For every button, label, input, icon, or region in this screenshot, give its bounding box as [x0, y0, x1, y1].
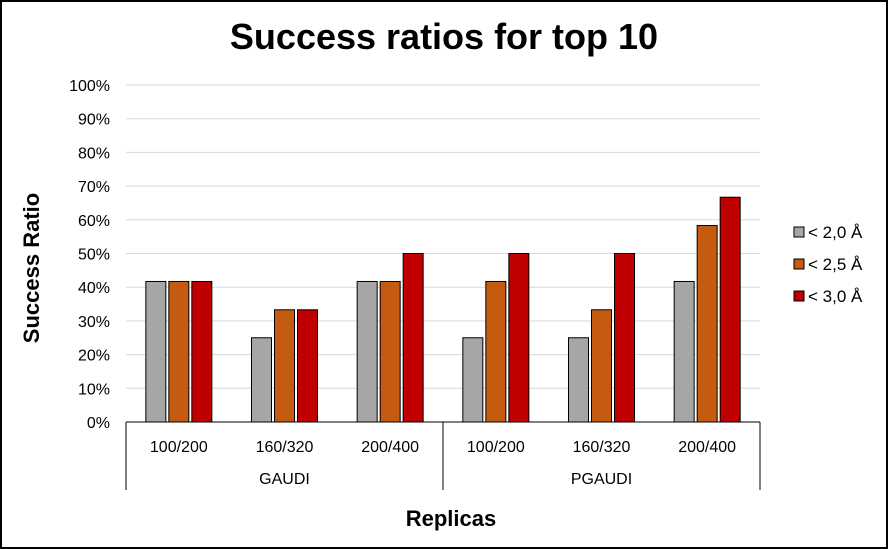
bar — [402, 253, 424, 423]
bar — [168, 280, 190, 423]
bar — [719, 196, 741, 423]
x-group-label: GAUDI — [259, 471, 310, 488]
gridlines — [126, 84, 760, 423]
legend-swatch — [793, 258, 805, 270]
x-category-labels: 100/200 160/320 200/400 100/200 160/320 200/4… — [150, 439, 736, 456]
y-axis-label: Success Ratio — [19, 193, 44, 343]
bar — [591, 309, 612, 423]
legend-swatch — [793, 290, 805, 302]
y-tick-label: 30% — [78, 314, 110, 331]
x-axis-label: Replicas — [406, 506, 497, 531]
y-tick-label: 80% — [78, 145, 110, 162]
bar — [508, 253, 530, 423]
y-tick-label: 20% — [78, 348, 110, 365]
bar — [696, 225, 718, 423]
bar — [274, 309, 295, 423]
legend-label: < 2,0 Å — [808, 223, 863, 242]
legend-label: < 2,5 Å — [808, 255, 863, 274]
x-tick-label: 200/400 — [361, 439, 419, 456]
bar — [462, 337, 484, 423]
legend-swatch — [793, 226, 805, 238]
bar — [297, 309, 318, 423]
y-tick-label: 40% — [78, 280, 110, 297]
chart-title: Success ratios for top 10 — [229, 16, 659, 57]
y-tick-labels: 0% 10% 20% 30% 40% 50% 60% 70% 80% 90% 100% — [69, 78, 110, 432]
y-tick-label: 50% — [78, 247, 110, 264]
y-tick-label: 90% — [78, 112, 110, 129]
y-tick-label: 100% — [69, 78, 110, 95]
y-tick-label: 60% — [78, 213, 110, 230]
bar — [568, 337, 589, 423]
bar — [379, 280, 401, 423]
x-tick-label: 200/400 — [678, 439, 736, 456]
x-tick-label: 160/320 — [256, 439, 314, 456]
y-tick-label: 0% — [87, 415, 110, 432]
bar — [614, 253, 635, 423]
x-group-labels: GAUDI PGAUDI — [259, 422, 632, 490]
x-tick-label: 100/200 — [467, 439, 525, 456]
bars — [145, 196, 741, 423]
bar — [145, 280, 167, 423]
y-tick-label: 70% — [78, 179, 110, 196]
legend-label: < 3,0 Å — [808, 287, 863, 306]
bar — [356, 280, 378, 423]
x-tick-label: 160/320 — [573, 439, 631, 456]
bar — [191, 280, 213, 423]
bar — [251, 337, 272, 423]
bar — [673, 280, 695, 423]
y-tick-label: 10% — [78, 381, 110, 398]
legend: < 2,0 Å < 2,5 Å < 3,0 Å — [793, 223, 863, 306]
x-tick-label: 100/200 — [150, 439, 208, 456]
bar — [485, 280, 507, 423]
x-group-label: PGAUDI — [571, 471, 632, 488]
